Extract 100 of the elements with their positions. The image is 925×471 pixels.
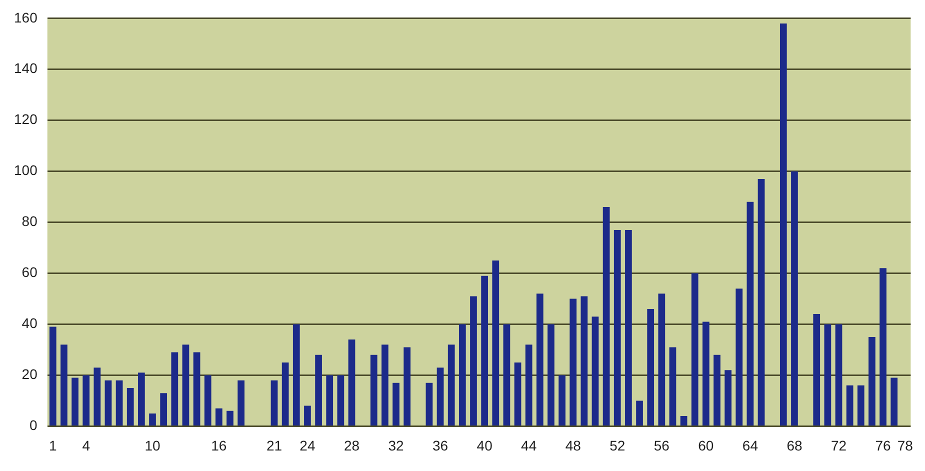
bar: [890, 378, 898, 426]
bar: [868, 336, 876, 426]
y-tick-label: 40: [22, 315, 38, 332]
x-tick-label: 60: [698, 437, 714, 454]
bar: [548, 324, 554, 426]
x-tick-label: 52: [610, 437, 626, 454]
bar: [72, 378, 78, 426]
bar: [315, 354, 322, 426]
y-tick-label: 60: [22, 264, 38, 280]
bar: [680, 416, 688, 426]
bar: [448, 344, 455, 426]
bar: [824, 324, 832, 426]
x-tick-label: 64: [742, 437, 758, 454]
bar: [791, 171, 798, 426]
y-tick-label: 20: [22, 366, 38, 382]
bar: [204, 375, 212, 426]
bar: [193, 352, 200, 426]
y-tick-label: 0: [30, 417, 38, 434]
bar: [592, 316, 599, 426]
bar: [215, 408, 222, 426]
bar: [436, 368, 444, 426]
bar: [470, 296, 477, 426]
bar: [647, 308, 654, 426]
bar: [348, 340, 356, 426]
x-tick-label: 44: [521, 437, 537, 454]
x-tick-label: 56: [654, 437, 670, 454]
x-tick-label: 28: [344, 437, 360, 454]
bar: [149, 413, 156, 426]
bar: [126, 388, 134, 426]
x-tick-label: 16: [211, 437, 227, 454]
bar: [382, 344, 388, 426]
bar: [104, 380, 112, 426]
bar: [602, 207, 610, 426]
bar: [171, 352, 178, 426]
y-tick-label: 100: [14, 162, 38, 178]
bar: [270, 380, 278, 426]
y-tick-label: 80: [22, 213, 38, 230]
bar: [426, 382, 433, 426]
bar: [780, 24, 787, 426]
bar: [746, 202, 754, 426]
bar: [525, 344, 532, 426]
x-tick-label: 48: [565, 437, 582, 454]
x-tick-label: 24: [300, 437, 316, 454]
x-tick-label: 72: [830, 437, 847, 454]
bar: [82, 375, 90, 426]
bar: [238, 380, 244, 426]
y-tick-label: 120: [14, 111, 38, 128]
bar: [736, 288, 743, 426]
bar: [857, 385, 864, 426]
bar: [458, 324, 466, 426]
x-tick-label: 4: [82, 437, 90, 454]
bar: [337, 375, 344, 426]
bar: [116, 380, 123, 426]
bar: [691, 273, 698, 426]
bar: [503, 324, 510, 426]
x-tick-label: 78: [897, 437, 914, 454]
bar: [160, 393, 168, 426]
bar: [835, 324, 842, 426]
bar: [326, 375, 334, 426]
bar: [570, 298, 577, 426]
bar: [614, 230, 621, 426]
bar: [492, 260, 500, 426]
bar: [702, 322, 710, 426]
bar: [658, 294, 666, 426]
x-tick-label: 10: [144, 437, 161, 454]
bar: [282, 362, 289, 426]
x-tick-label: 21: [266, 437, 282, 454]
bar: [304, 406, 311, 426]
bar: [724, 370, 732, 426]
bar: [404, 347, 411, 426]
bar: [813, 314, 820, 426]
bar: [292, 324, 300, 426]
bar: [94, 368, 101, 426]
x-tick-label: 32: [388, 437, 404, 454]
bar: [481, 276, 488, 426]
bar: [580, 296, 588, 426]
x-tick-label: 68: [786, 437, 802, 454]
bar: [669, 347, 676, 426]
bar: [49, 326, 56, 426]
bar: [60, 344, 68, 426]
bar: [625, 230, 632, 426]
x-tick-label: 36: [432, 437, 448, 454]
bar: [846, 385, 854, 426]
y-tick-label: 140: [14, 60, 38, 76]
x-tick-label: 40: [476, 437, 493, 454]
bar: [758, 178, 765, 426]
y-tick-label: 160: [14, 9, 38, 26]
bar: [138, 372, 145, 426]
x-tick-label: 76: [875, 437, 892, 454]
bar: [392, 382, 400, 426]
bar: [536, 294, 544, 426]
bar: [880, 268, 886, 426]
bar: [636, 400, 643, 426]
bar: [714, 354, 720, 426]
bar: [226, 410, 234, 426]
bar: [514, 362, 522, 426]
bar: [370, 354, 378, 426]
bar: [558, 375, 566, 426]
bar: [182, 344, 190, 426]
x-tick-label: 1: [48, 437, 57, 454]
